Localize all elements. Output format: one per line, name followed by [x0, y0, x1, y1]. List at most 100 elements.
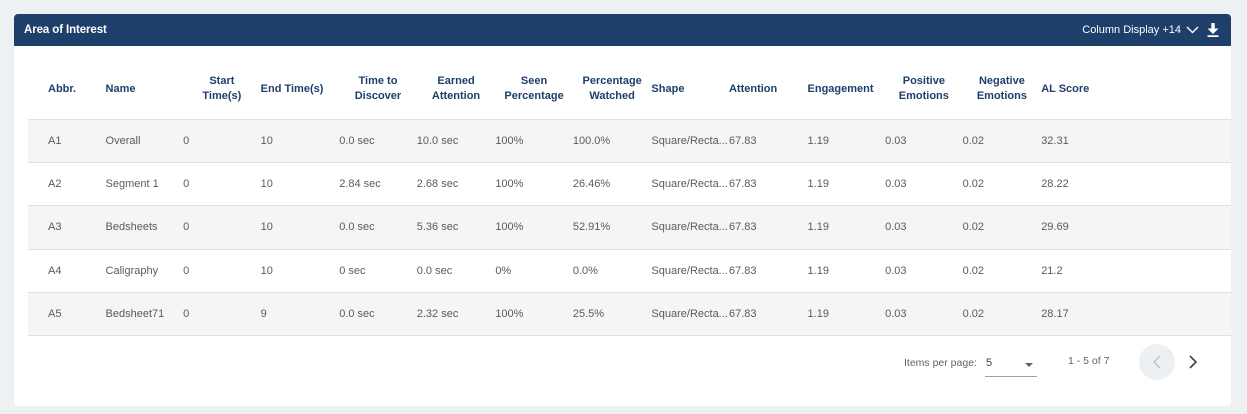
- cell-time-to-discover: 0.0 sec: [339, 119, 417, 163]
- header-actions: Column Display +14: [1082, 23, 1219, 37]
- cell-end-time: 10: [260, 162, 340, 207]
- col-header-engagement[interactable]: Engagement: [807, 60, 886, 120]
- items-per-page-value: 5: [986, 357, 993, 369]
- cell-al-score: 28.22: [1041, 162, 1231, 207]
- cell-abbr: A3: [28, 205, 106, 250]
- col-header-abbr[interactable]: Abbr.: [28, 60, 106, 120]
- col-header-time-to-discover-label: Time to Discover: [354, 75, 402, 103]
- col-header-start-time-label: Start Time(s): [202, 75, 242, 103]
- cell-start-time: 0: [183, 292, 261, 337]
- cell-attention: 67.83: [728, 162, 808, 207]
- cell-attention: 67.83: [728, 119, 808, 163]
- cell-engagement: 1.19: [807, 292, 886, 337]
- col-header-end-time[interactable]: End Time(s): [260, 60, 340, 120]
- cell-earned-attention: 5.36 sec: [416, 205, 496, 250]
- cell-engagement: 1.19: [807, 205, 886, 250]
- table-header-row: Abbr. Name Start Time(s) End Time(s) Tim…: [28, 60, 1231, 120]
- col-header-shape[interactable]: Shape: [651, 60, 729, 120]
- cell-al-score: 29.69: [1041, 205, 1231, 250]
- cell-positive-emotions: 0.03: [885, 249, 963, 294]
- cell-engagement: 1.19: [807, 162, 886, 207]
- cell-abbr: A5: [28, 292, 106, 337]
- cell-name: Overall: [105, 119, 184, 163]
- cell-name: Bedsheets: [105, 205, 184, 250]
- area-of-interest-card: Area of Interest Column Display +14: [14, 14, 1231, 406]
- cell-negative-emotions: 0.02: [962, 292, 1042, 337]
- cell-time-to-discover: 0 sec: [339, 249, 417, 294]
- items-per-page-label: Items per page:: [904, 357, 977, 369]
- table-row[interactable]: A3 Bedsheets 0 10 0.0 sec 5.36 sec 100% …: [28, 205, 1231, 250]
- cell-percentage-watched: 52.91%: [572, 205, 652, 250]
- next-page-button[interactable]: [1175, 344, 1211, 380]
- cell-start-time: 0: [183, 162, 261, 207]
- cell-shape: Square/Recta...: [651, 205, 729, 250]
- col-header-percentage-watched[interactable]: Percentage Watched: [572, 60, 652, 120]
- cell-earned-attention: 10.0 sec: [416, 119, 496, 163]
- cell-negative-emotions: 0.02: [962, 205, 1042, 250]
- table-row[interactable]: A2 Segment 1 0 10 2.84 sec 2.68 sec 100%…: [28, 162, 1231, 207]
- cell-attention: 67.83: [728, 249, 808, 294]
- table-row[interactable]: A1 Overall 0 10 0.0 sec 10.0 sec 100% 10…: [28, 119, 1231, 163]
- page-range-label: 1 - 5 of 7: [1068, 355, 1110, 367]
- col-header-al-score[interactable]: AL Score: [1041, 60, 1231, 120]
- cell-positive-emotions: 0.03: [885, 119, 963, 163]
- col-header-negative-emotions[interactable]: Negative Emotions: [962, 60, 1042, 120]
- col-header-earned-attention-label: Earned Attention: [431, 75, 481, 103]
- card-title: Area of Interest: [24, 24, 107, 36]
- cell-shape: Square/Recta...: [651, 292, 729, 337]
- cell-positive-emotions: 0.03: [885, 292, 963, 337]
- cell-time-to-discover: 2.84 sec: [339, 162, 417, 207]
- cell-negative-emotions: 0.02: [962, 249, 1042, 294]
- cell-negative-emotions: 0.02: [962, 119, 1042, 163]
- cell-start-time: 0: [183, 119, 261, 163]
- cell-earned-attention: 2.68 sec: [416, 162, 496, 207]
- cell-negative-emotions: 0.02: [962, 162, 1042, 207]
- cell-end-time: 10: [260, 119, 340, 163]
- cell-percentage-watched: 25.5%: [572, 292, 652, 337]
- table-row[interactable]: A4 Caligraphy 0 10 0 sec 0.0 sec 0% 0.0%…: [28, 249, 1231, 294]
- card-header: Area of Interest Column Display +14: [14, 14, 1231, 46]
- cell-attention: 67.83: [728, 205, 808, 250]
- cell-shape: Square/Recta...: [651, 119, 729, 163]
- column-display-dropdown[interactable]: Column Display +14: [1082, 24, 1199, 36]
- cell-seen-percentage: 100%: [495, 205, 573, 250]
- cell-end-time: 9: [260, 292, 340, 337]
- cell-positive-emotions: 0.03: [885, 205, 963, 250]
- cell-abbr: A4: [28, 249, 106, 294]
- previous-page-button[interactable]: [1139, 344, 1175, 380]
- col-header-time-to-discover[interactable]: Time to Discover: [339, 60, 417, 120]
- cell-seen-percentage: 100%: [495, 162, 573, 207]
- col-header-negative-emotions-label: Negative Emotions: [976, 75, 1027, 103]
- cell-end-time: 10: [260, 249, 340, 294]
- col-header-seen-percentage[interactable]: Seen Percentage: [495, 60, 573, 120]
- cell-percentage-watched: 100.0%: [572, 119, 652, 163]
- col-header-percentage-watched-label: Percentage Watched: [582, 75, 642, 103]
- cell-al-score: 21.2: [1041, 249, 1231, 294]
- col-header-attention[interactable]: Attention: [728, 60, 808, 120]
- table-row[interactable]: A5 Bedsheet71 0 9 0.0 sec 2.32 sec 100% …: [28, 292, 1231, 337]
- paginator: Items per page: 5 1 - 5 of 7: [14, 344, 1231, 384]
- aoi-table: Abbr. Name Start Time(s) End Time(s) Tim…: [28, 60, 1231, 337]
- col-header-earned-attention[interactable]: Earned Attention: [416, 60, 496, 120]
- cell-percentage-watched: 26.46%: [572, 162, 652, 207]
- download-button[interactable]: [1207, 23, 1219, 37]
- cell-abbr: A2: [28, 162, 106, 207]
- cell-end-time: 10: [260, 205, 340, 250]
- col-header-positive-emotions[interactable]: Positive Emotions: [885, 60, 963, 120]
- items-per-page-select[interactable]: 5: [985, 351, 1037, 377]
- col-header-seen-percentage-label: Seen Percentage: [504, 75, 564, 103]
- cell-percentage-watched: 0.0%: [572, 249, 652, 294]
- cell-name: Caligraphy: [105, 249, 184, 294]
- cell-positive-emotions: 0.03: [885, 162, 963, 207]
- download-icon: [1207, 23, 1219, 37]
- cell-engagement: 1.19: [807, 249, 886, 294]
- cell-engagement: 1.19: [807, 119, 886, 163]
- col-header-name[interactable]: Name: [105, 60, 184, 120]
- caret-down-icon: [1025, 363, 1033, 367]
- chevron-right-icon: [1189, 355, 1198, 369]
- cell-shape: Square/Recta...: [651, 249, 729, 294]
- cell-shape: Square/Recta...: [651, 162, 729, 207]
- col-header-start-time[interactable]: Start Time(s): [183, 60, 261, 120]
- col-header-positive-emotions-label: Positive Emotions: [898, 75, 949, 103]
- cell-abbr: A1: [28, 119, 106, 163]
